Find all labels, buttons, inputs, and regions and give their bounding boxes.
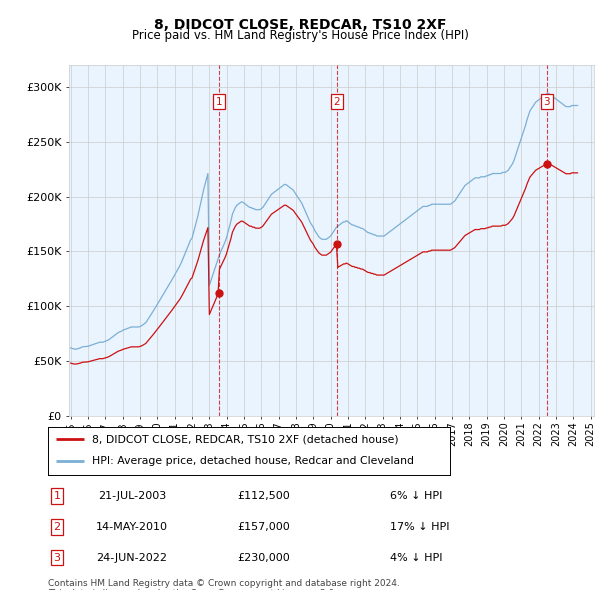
Text: 24-JUN-2022: 24-JUN-2022: [97, 553, 167, 562]
Text: 1: 1: [53, 491, 61, 501]
Text: HPI: Average price, detached house, Redcar and Cleveland: HPI: Average price, detached house, Redc…: [92, 457, 414, 467]
Text: 3: 3: [544, 97, 550, 107]
Text: £230,000: £230,000: [238, 553, 290, 562]
Text: Contains HM Land Registry data © Crown copyright and database right 2024.
This d: Contains HM Land Registry data © Crown c…: [48, 579, 400, 590]
Text: 4% ↓ HPI: 4% ↓ HPI: [390, 553, 443, 562]
Bar: [69, 65, 218, 416]
Text: 17% ↓ HPI: 17% ↓ HPI: [390, 522, 449, 532]
Bar: [218, 65, 337, 416]
Bar: [547, 65, 594, 416]
Text: 8, DIDCOT CLOSE, REDCAR, TS10 2XF (detached house): 8, DIDCOT CLOSE, REDCAR, TS10 2XF (detac…: [92, 434, 399, 444]
Text: 2: 2: [334, 97, 340, 107]
Bar: [337, 65, 547, 416]
Text: 3: 3: [53, 553, 61, 562]
Text: £157,000: £157,000: [238, 522, 290, 532]
Text: 14-MAY-2010: 14-MAY-2010: [96, 522, 168, 532]
Text: 2: 2: [53, 522, 61, 532]
Text: 8, DIDCOT CLOSE, REDCAR, TS10 2XF: 8, DIDCOT CLOSE, REDCAR, TS10 2XF: [154, 18, 446, 32]
Text: £112,500: £112,500: [238, 491, 290, 501]
Text: 21-JUL-2003: 21-JUL-2003: [98, 491, 166, 501]
Text: Price paid vs. HM Land Registry's House Price Index (HPI): Price paid vs. HM Land Registry's House …: [131, 30, 469, 42]
Text: 6% ↓ HPI: 6% ↓ HPI: [390, 491, 442, 501]
Text: 1: 1: [215, 97, 222, 107]
